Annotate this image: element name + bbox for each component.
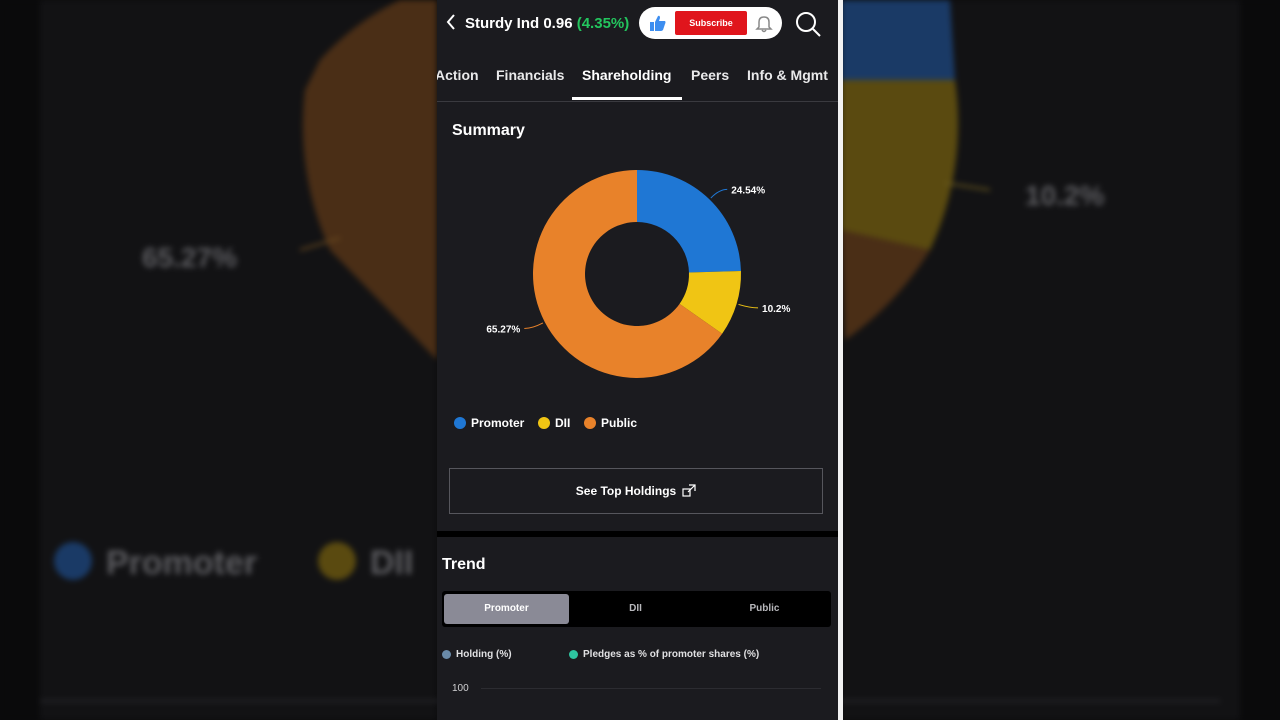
segment-public[interactable]: Public [749, 603, 780, 614]
segment-dii[interactable]: DII [629, 603, 642, 614]
legend-promoter-dot [454, 417, 466, 429]
bg-label-right: 10.2% [1025, 180, 1105, 211]
gridline-100 [481, 688, 821, 689]
pledges-dot [569, 650, 578, 659]
summary-title: Summary [452, 122, 525, 139]
slice-dii-leader-line [738, 303, 759, 309]
legend-public-label: Public [601, 416, 638, 430]
see-top-holdings-label: See Top Holdings [575, 484, 677, 498]
tab-peers[interactable]: Peers [691, 67, 730, 83]
subscribe-button[interactable]: Subscribe [675, 11, 747, 35]
y-axis-tick-100: 100 [452, 683, 469, 694]
right-white-edge [838, 0, 843, 720]
tab-shareholding[interactable]: Shareholding [582, 67, 672, 83]
trend-legend-holding: Holding (%) [442, 649, 512, 660]
slice-promoter-leader-line [710, 188, 728, 199]
top-bar: Sturdy Ind 0.96 (4.35%) Subscribe [437, 0, 841, 48]
bg-legend-promoter: Promoter [106, 544, 258, 582]
legend-promoter: Promoter [454, 416, 524, 430]
legend-promoter-label: Promoter [471, 416, 525, 430]
tab-bar: Action Financials Shareholding Peers Inf… [437, 48, 841, 102]
holding-label: Holding (%) [456, 649, 512, 660]
tab-financials[interactable]: Financials [496, 67, 565, 83]
ticker-price: 0.96 [543, 15, 573, 32]
tab-info-mgmt[interactable]: Info & Mgmt [747, 67, 828, 83]
trend-title: Trend [442, 556, 486, 573]
active-tab-indicator [572, 97, 682, 100]
bg-label-left: 65.27% [142, 242, 237, 273]
search-icon[interactable] [794, 10, 822, 38]
bg-legend-dii: DII [370, 544, 414, 582]
donut-hole [586, 223, 688, 325]
trend-segment-control: Promoter DII Public [442, 591, 831, 627]
ticker-name: Sturdy Ind [465, 15, 540, 32]
label-promoter-pct: 24.54% [731, 185, 765, 196]
legend-dii-dot [538, 417, 550, 429]
slice-public-leader-line [524, 322, 544, 329]
ticker-change: (4.35%) [576, 15, 630, 32]
bg-promoter-dot [54, 542, 92, 580]
legend-public: Public [584, 416, 637, 430]
trend-legend-pledges: Pledges as % of promoter shares (%) [569, 649, 759, 660]
section-divider [437, 531, 841, 537]
ticker-header: Sturdy Ind 0.96 (4.35%) [465, 15, 629, 32]
legend-dii-label: DII [555, 416, 571, 430]
slice-promoter[interactable] [637, 170, 741, 273]
shareholding-donut-chart: 24.54% 10.2% 65.27% [486, 170, 790, 378]
chevron-left-icon[interactable] [445, 12, 457, 32]
legend-public-dot [584, 417, 596, 429]
subscribe-overlay: Subscribe [639, 7, 782, 39]
bg-dii-dot [318, 542, 356, 580]
thumbs-up-icon[interactable] [649, 14, 667, 32]
bell-icon[interactable] [754, 13, 774, 33]
external-link-icon [682, 484, 696, 497]
holding-dot [442, 650, 451, 659]
phone-screen: Sturdy Ind 0.96 (4.35%) Subscribe Action… [437, 0, 841, 720]
pledges-label: Pledges as % of promoter shares (%) [583, 649, 760, 660]
label-public-pct: 65.27% [486, 324, 520, 335]
tab-action[interactable]: Action [437, 67, 479, 83]
slice-dii[interactable] [679, 270, 741, 334]
legend-dii: DII [538, 416, 570, 430]
slice-public[interactable] [533, 170, 723, 378]
see-top-holdings-button[interactable]: See Top Holdings [449, 468, 823, 514]
segment-promoter[interactable]: Promoter [444, 594, 569, 624]
label-dii-pct: 10.2% [762, 304, 790, 315]
